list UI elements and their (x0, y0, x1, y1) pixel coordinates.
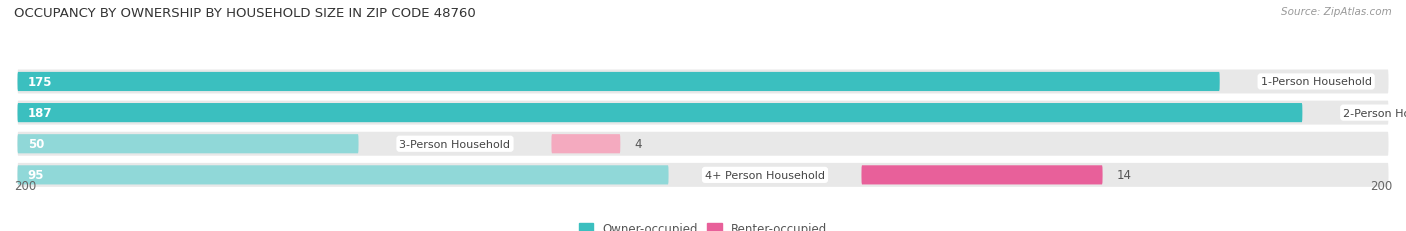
FancyBboxPatch shape (17, 135, 359, 154)
Text: 200: 200 (14, 179, 37, 192)
Text: 1-Person Household: 1-Person Household (1261, 77, 1372, 87)
Text: 3-Person Household: 3-Person Household (399, 139, 510, 149)
Text: 200: 200 (1369, 179, 1392, 192)
Text: 2-Person Household: 2-Person Household (1343, 108, 1406, 118)
FancyBboxPatch shape (17, 163, 1389, 187)
FancyBboxPatch shape (17, 101, 1389, 125)
Text: OCCUPANCY BY OWNERSHIP BY HOUSEHOLD SIZE IN ZIP CODE 48760: OCCUPANCY BY OWNERSHIP BY HOUSEHOLD SIZE… (14, 7, 475, 20)
FancyBboxPatch shape (17, 73, 1220, 92)
Text: 95: 95 (28, 169, 45, 182)
FancyBboxPatch shape (17, 132, 1389, 156)
FancyBboxPatch shape (17, 70, 1389, 94)
Text: 50: 50 (28, 138, 44, 151)
FancyBboxPatch shape (17, 103, 1302, 123)
FancyBboxPatch shape (862, 166, 1102, 185)
Legend: Owner-occupied, Renter-occupied: Owner-occupied, Renter-occupied (574, 217, 832, 231)
Text: 4: 4 (634, 138, 641, 151)
Text: 175: 175 (28, 76, 52, 89)
Text: 187: 187 (28, 107, 52, 120)
FancyBboxPatch shape (17, 166, 669, 185)
Text: 4+ Person Household: 4+ Person Household (704, 170, 825, 180)
Text: Source: ZipAtlas.com: Source: ZipAtlas.com (1281, 7, 1392, 17)
Text: 14: 14 (1116, 169, 1132, 182)
FancyBboxPatch shape (551, 135, 620, 154)
